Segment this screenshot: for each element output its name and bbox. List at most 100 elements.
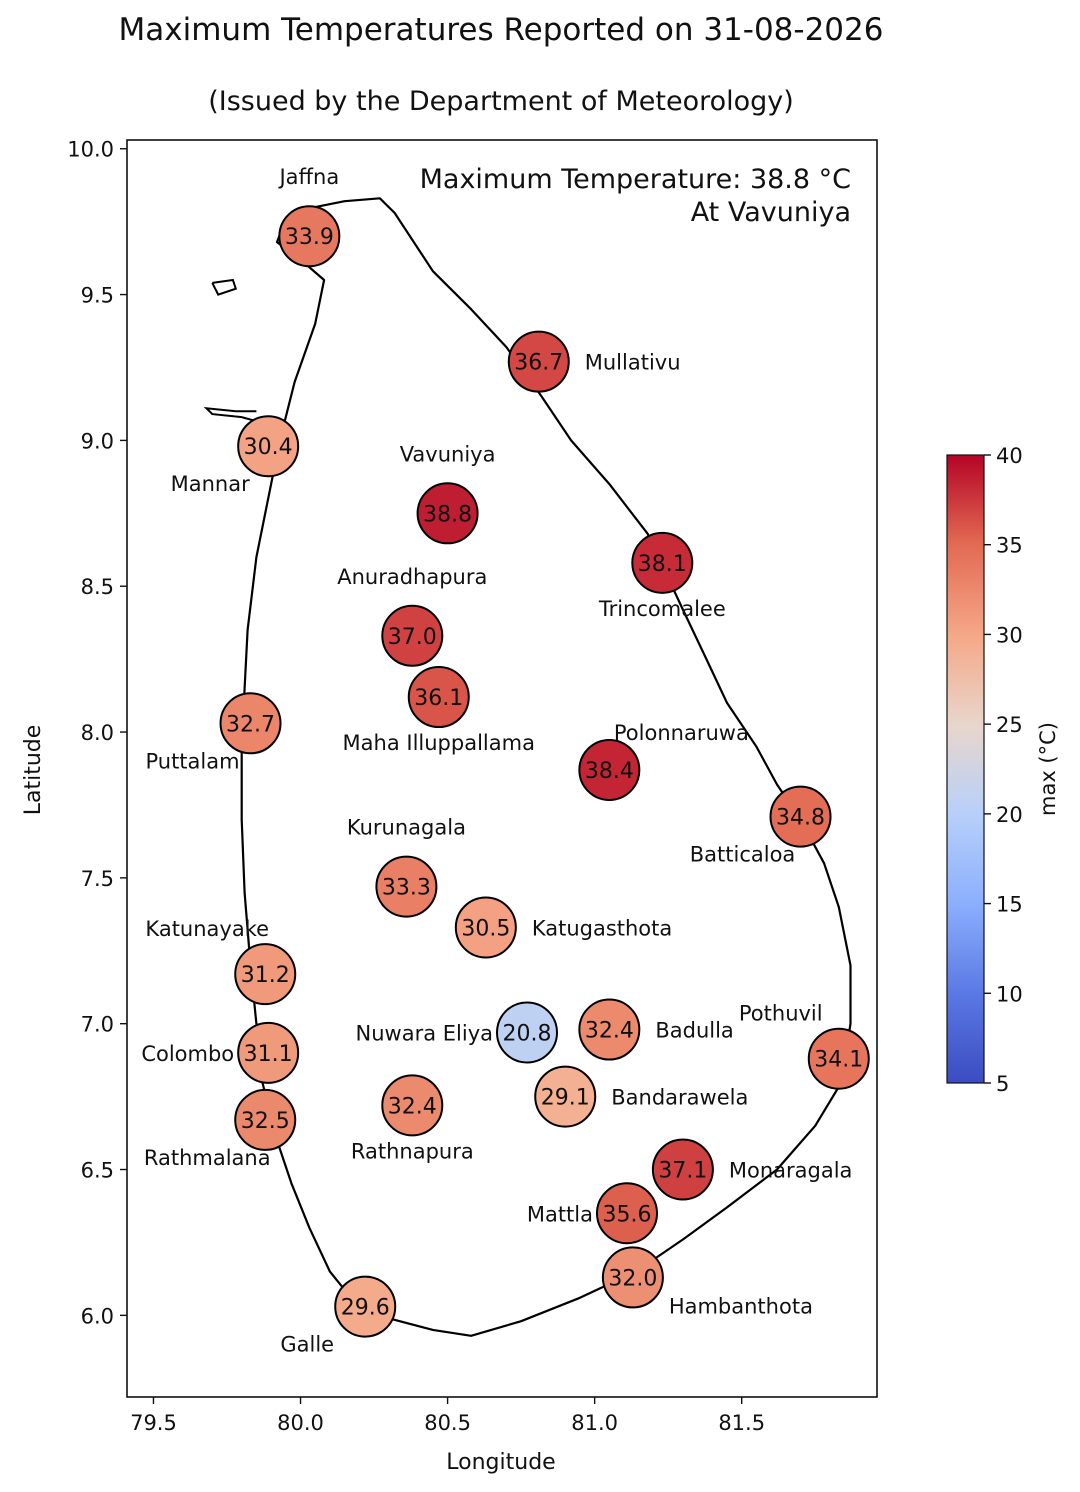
station-circle	[381, 1074, 444, 1137]
station-marker: 37.0 Anuradhapura	[337, 565, 487, 667]
station-circle	[278, 205, 341, 268]
station-circle	[507, 330, 570, 393]
station-value: 32.5	[241, 1109, 290, 1134]
station-value: 34.1	[814, 1048, 863, 1073]
x-tick-label: 81.0	[571, 1411, 618, 1435]
y-tick-label: 10.0	[67, 138, 114, 162]
station-name: Puttalam	[145, 749, 239, 773]
colorbar-tick-label: 25	[996, 713, 1023, 737]
station-circle	[416, 482, 479, 545]
y-tick-label: 7.5	[81, 867, 114, 891]
station-value: 31.2	[241, 963, 290, 988]
station-circle	[496, 1001, 558, 1064]
station-marker: 36.1 Maha Illuppallama	[343, 666, 535, 755]
chart-subtitle: (Issued by the Department of Meteorology…	[208, 86, 794, 117]
axes: 79.5 80.0 80.5 81.0 81.5 6.0 6.5 7.0 7.5 8.0 8.5 9.…	[67, 138, 765, 1435]
station-value: 30.5	[461, 916, 510, 941]
chart-title: Maximum Temperatures Reported on 31-08-2…	[118, 12, 884, 48]
station-value: 36.1	[414, 686, 463, 711]
station-name: Badulla	[655, 1019, 733, 1043]
x-axis-label: Longitude	[446, 1450, 555, 1475]
island-outline	[203, 407, 263, 424]
station-name: Kurunagala	[347, 816, 466, 840]
station-marker: 30.4 Mannar	[171, 415, 300, 496]
station-value: 37.1	[658, 1159, 707, 1184]
station-name: Bandarawela	[611, 1086, 748, 1110]
station-value: 38.8	[423, 502, 472, 527]
colorbar-tick-label: 10	[996, 982, 1023, 1006]
station-marker: 36.7 Mullativu	[507, 330, 681, 393]
station-marker: 37.1 Monaragala	[651, 1138, 853, 1201]
station-circle	[454, 896, 517, 959]
station-marker: 32.4 Badulla	[578, 998, 734, 1061]
station-circle	[631, 531, 694, 594]
station-name: Katugasthota	[532, 916, 672, 940]
station-marker: 32.5 Rathmalana	[144, 1088, 297, 1170]
colorbar-tick-label: 20	[996, 803, 1023, 827]
station-value: 35.6	[603, 1202, 652, 1227]
station-marker: 29.1 Bandarawela	[534, 1065, 748, 1128]
station-circle	[334, 1275, 397, 1338]
station-value: 20.8	[503, 1021, 552, 1046]
station-markers: 33.9 Jaffna 36.7 Mullativu 30.4 Mannar 38.8 Vav…	[141, 165, 870, 1357]
station-marker: 30.5 Katugasthota	[454, 896, 672, 959]
station-circle	[807, 1027, 870, 1090]
colorbar-tick-label: 5	[996, 1072, 1009, 1096]
station-circle	[219, 692, 282, 755]
station-value: 32.4	[388, 1094, 437, 1119]
max-temp-annotation: Maximum Temperature: 38.8 °C	[420, 164, 851, 195]
station-value: 32.7	[226, 712, 275, 737]
station-value: 29.1	[541, 1086, 590, 1111]
station-marker: 33.3 Kurunagala	[347, 816, 466, 918]
station-circle	[578, 738, 641, 801]
y-tick-label: 8.5	[81, 575, 114, 599]
station-circle	[578, 998, 641, 1061]
station-marker: 34.8 Batticaloa	[690, 785, 832, 867]
station-name: Galle	[280, 1333, 334, 1357]
station-circle	[407, 666, 470, 729]
station-marker: 32.7 Puttalam	[145, 692, 282, 773]
station-name: Hambanthota	[669, 1294, 813, 1318]
station-marker: 35.6 Mattla	[527, 1182, 658, 1245]
station-marker: 31.1 Colombo	[141, 1021, 300, 1084]
station-circle	[237, 1021, 300, 1084]
station-name: Rathmalana	[144, 1146, 271, 1170]
station-value: 32.0	[608, 1266, 657, 1291]
station-value: 33.9	[285, 225, 334, 250]
colorbar-tick-label: 40	[996, 444, 1023, 468]
station-value: 38.4	[585, 759, 634, 784]
station-marker: 29.6 Galle	[280, 1275, 397, 1357]
station-circle	[769, 785, 832, 848]
station-marker: 31.2 Katunayake	[145, 917, 297, 1006]
y-tick-label: 9.5	[81, 284, 114, 308]
station-name: Mullativu	[585, 351, 681, 375]
station-value: 34.8	[776, 806, 825, 831]
station-name: Pothuvil	[739, 1002, 823, 1026]
station-value: 33.3	[382, 876, 431, 901]
station-value: 37.0	[388, 625, 437, 650]
station-marker: 32.0 Hambanthota	[601, 1246, 813, 1318]
y-tick-label: 6.5	[81, 1159, 114, 1183]
station-name: Maha Illuppallama	[343, 731, 535, 755]
station-name: Nuwara Eliya	[356, 1021, 493, 1045]
y-tick-label: 9.0	[81, 429, 114, 453]
station-circle	[601, 1246, 664, 1309]
station-name: Monaragala	[729, 1159, 853, 1183]
station-value: 29.6	[341, 1296, 390, 1321]
y-tick-label: 6.0	[81, 1304, 114, 1328]
colorbar-tick-label: 30	[996, 623, 1023, 647]
station-name: Anuradhapura	[337, 565, 487, 589]
x-tick-label: 79.5	[130, 1411, 177, 1435]
station-value: 36.7	[514, 351, 563, 376]
y-axis-label: Latitude	[21, 725, 46, 816]
station-marker: 33.9 Jaffna	[277, 165, 341, 268]
station-circle	[234, 943, 297, 1006]
station-name: Colombo	[141, 1042, 234, 1066]
station-name: Mattla	[527, 1202, 593, 1226]
station-name: Mannar	[171, 472, 250, 496]
station-name: Katunayake	[145, 917, 269, 941]
station-name: Rathnapura	[351, 1139, 474, 1163]
colorbar-tick-label: 35	[996, 534, 1023, 558]
colorbar-tick-label: 15	[996, 893, 1023, 917]
